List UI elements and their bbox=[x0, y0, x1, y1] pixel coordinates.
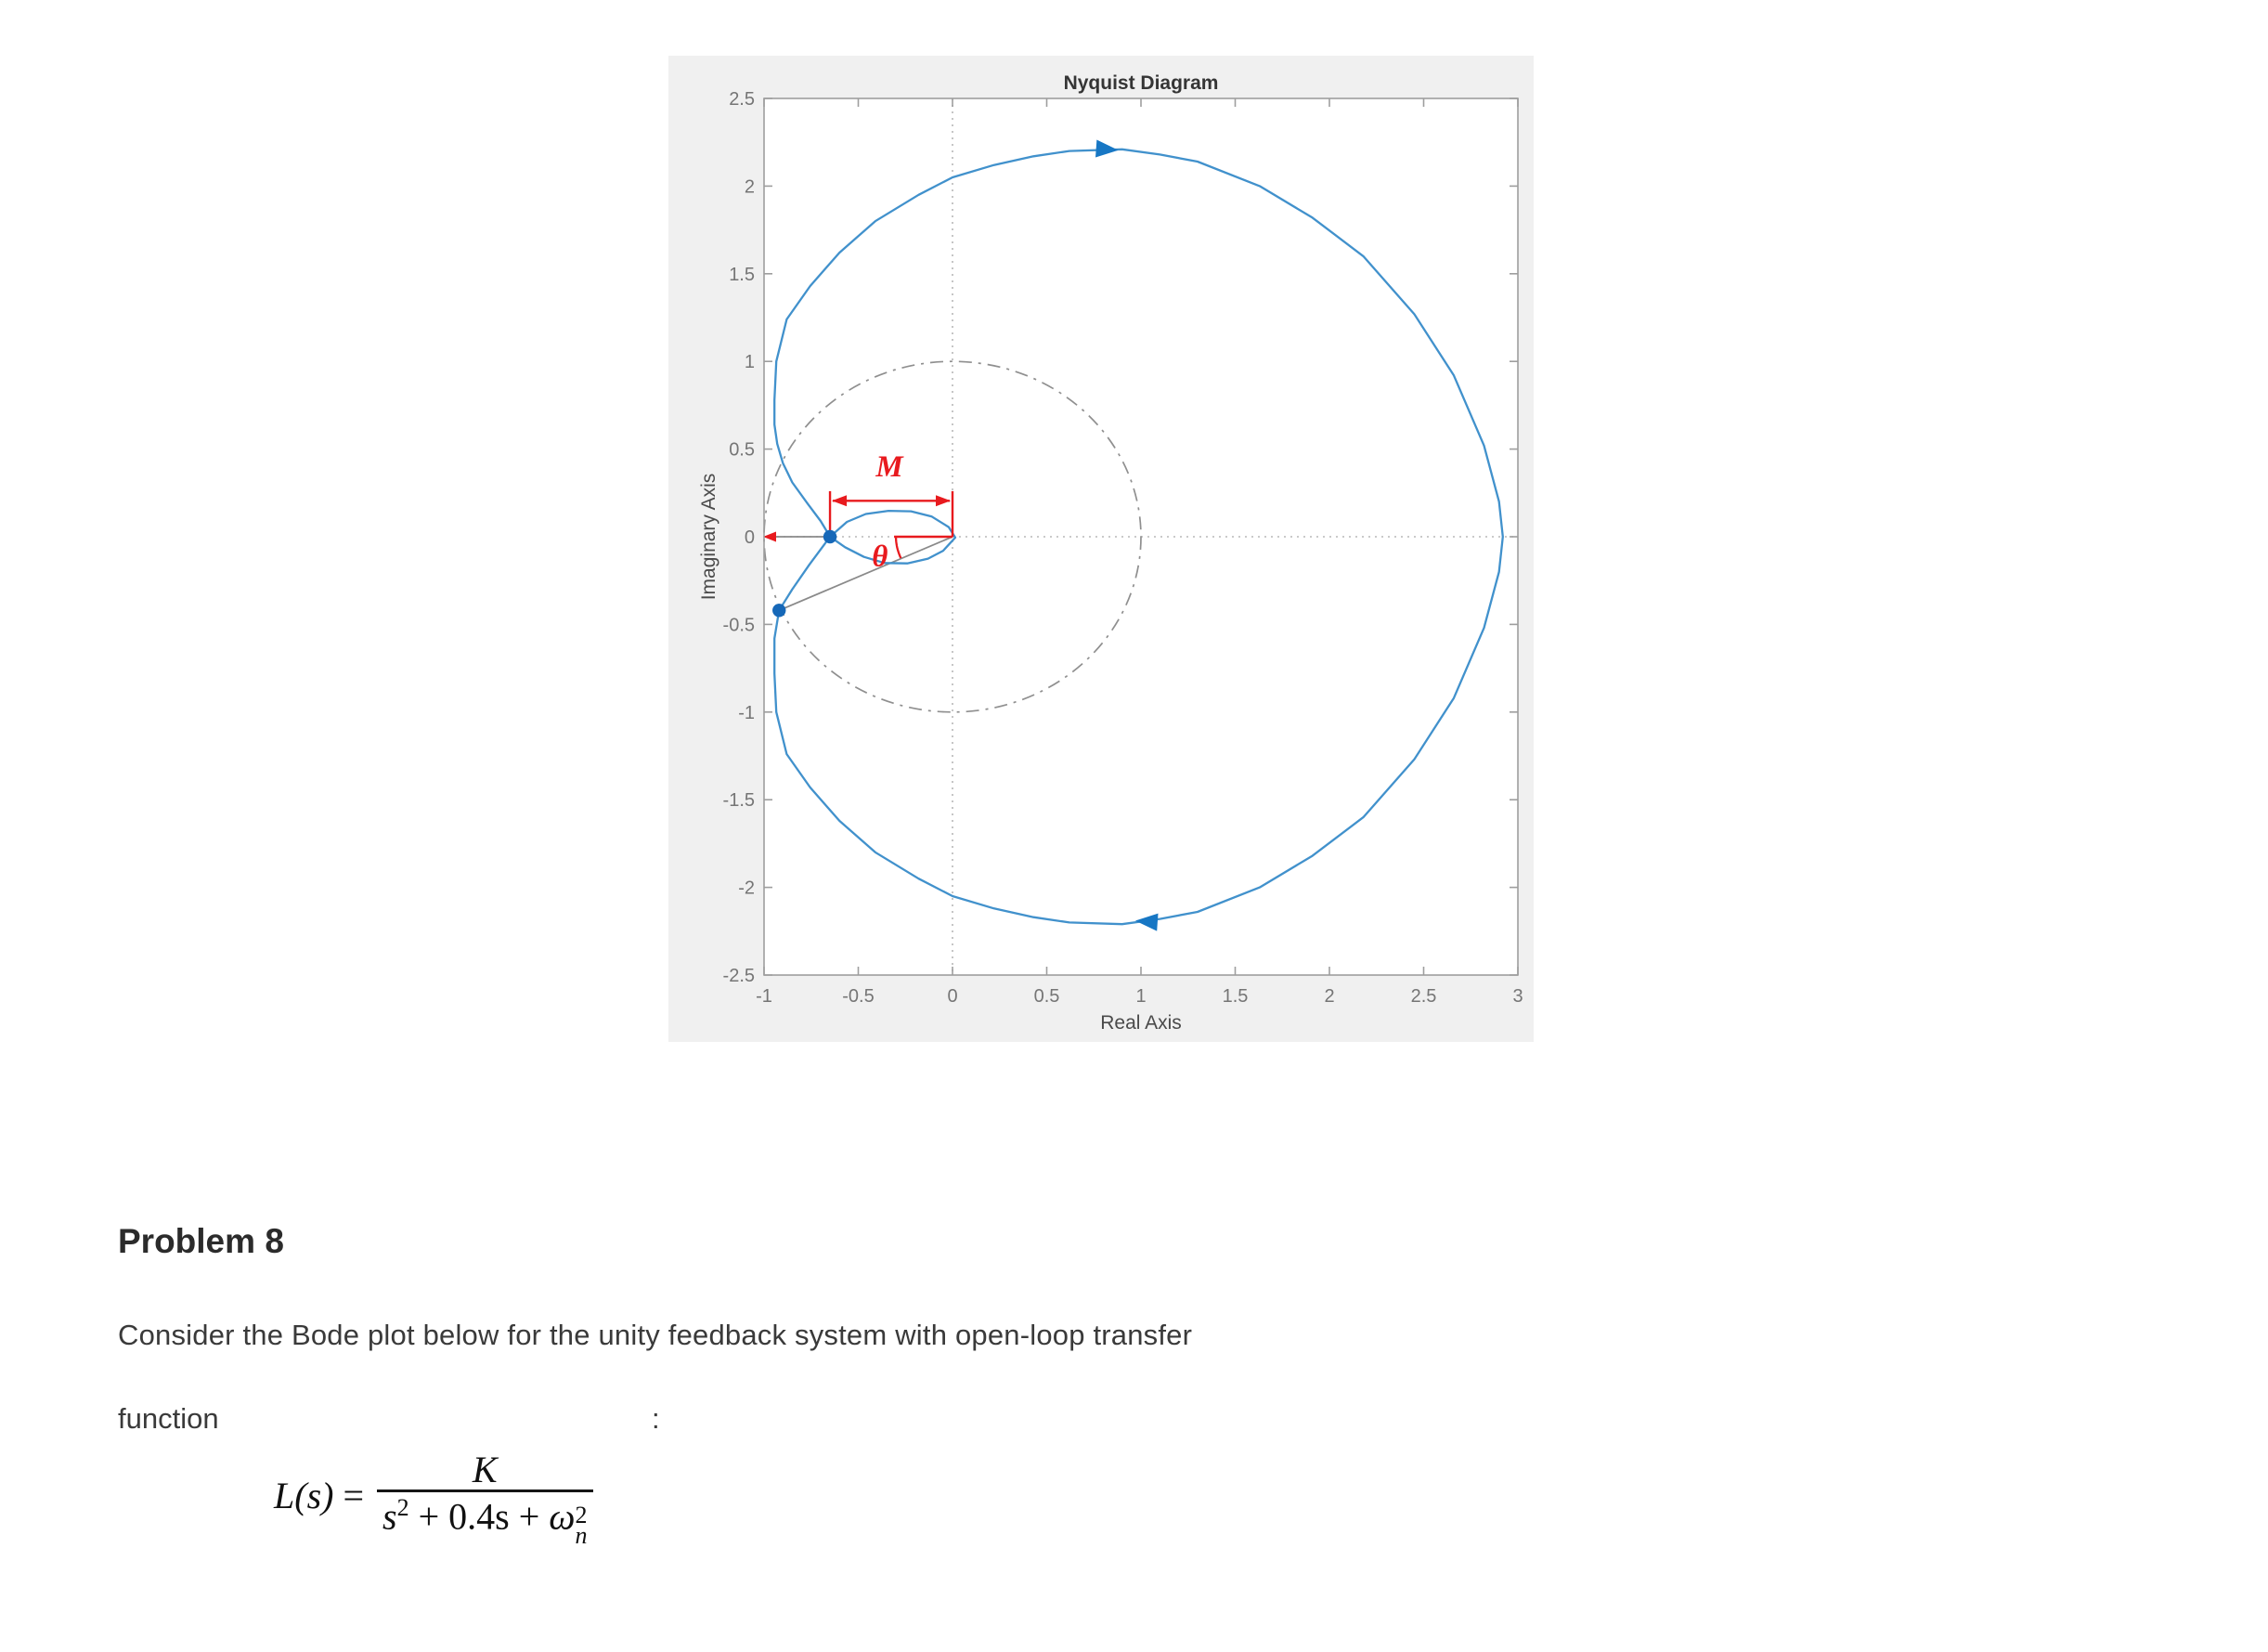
formula-den-omega-exponent: 2 bbox=[575, 1502, 588, 1529]
x-tick-label: 2 bbox=[1324, 986, 1334, 1007]
nyquist-inner-loop bbox=[828, 509, 957, 565]
formula-den-s-exponent: 2 bbox=[396, 1494, 409, 1521]
problem-text-colon: : bbox=[652, 1402, 660, 1435]
y-tick-label: 1 bbox=[745, 352, 755, 372]
y-tick-label: 1.5 bbox=[729, 265, 755, 285]
x-tick-label: 0.5 bbox=[1034, 986, 1060, 1007]
y-tick-label: -1 bbox=[738, 703, 755, 723]
formula-den-middle: + 0.4s + bbox=[408, 1495, 550, 1538]
gray-annotation-line bbox=[778, 536, 953, 612]
y-tick-label: -1.5 bbox=[723, 790, 755, 811]
formula-lhs: L(s) bbox=[274, 1475, 334, 1517]
measure-arrowhead-right bbox=[936, 495, 951, 507]
magnitude-label: M bbox=[875, 450, 904, 484]
nyquist-outer-contour bbox=[773, 148, 1504, 926]
angle-label: θ bbox=[872, 540, 888, 574]
y-tick-label: 2.5 bbox=[729, 89, 755, 110]
y-tick-label: 0 bbox=[745, 527, 755, 548]
y-tick-label: -0.5 bbox=[723, 615, 755, 635]
y-tick-label: 0.5 bbox=[729, 440, 755, 461]
angle-arc bbox=[894, 537, 902, 559]
curve-direction-arrow bbox=[1134, 913, 1159, 931]
y-tick-label: -2.5 bbox=[723, 966, 755, 986]
formula-den-s: s bbox=[382, 1495, 397, 1538]
y-tick-label: -2 bbox=[738, 878, 755, 899]
x-tick-label: -1 bbox=[756, 986, 772, 1007]
x-tick-label: 1.5 bbox=[1223, 986, 1249, 1007]
unit-circle bbox=[763, 360, 1142, 713]
plot-title: Nyquist Diagram bbox=[1064, 72, 1219, 94]
axis-red-arrowhead bbox=[763, 531, 776, 542]
nyquist-figure-panel: -1 -0.5 0 0.5 1 1.5 2 2.5 3 2.5 2 1.5 1 0.5 0 -0.5 -1 -1.… bbox=[668, 56, 1534, 1042]
x-axis-label: Real Axis bbox=[1100, 1012, 1182, 1034]
problem-text-line1: Consider the Bode plot below for the uni… bbox=[118, 1319, 1193, 1351]
x-tick-label: 0 bbox=[947, 986, 957, 1007]
curve-point-marker bbox=[823, 529, 837, 544]
plot-generated-content: -1 -0.5 0 0.5 1 1.5 2 2.5 3 2.5 2 1.5 1 0.5 0 -0.5 -1 -1.… bbox=[723, 89, 1523, 1007]
plot-axes-box bbox=[763, 98, 1519, 976]
formula-equals: = bbox=[343, 1475, 365, 1517]
problem-heading: Problem 8 bbox=[118, 1222, 284, 1260]
curve-point-marker bbox=[772, 604, 786, 618]
x-tick-label: -0.5 bbox=[842, 986, 874, 1007]
y-axis-label: Imaginary Axis bbox=[698, 474, 719, 601]
formula-den-omega-subscript: n bbox=[575, 1522, 588, 1550]
y-tick-label: 2 bbox=[745, 176, 755, 197]
problem-text-function-word: function bbox=[118, 1402, 219, 1435]
problem-text-line2: function : bbox=[118, 1402, 953, 1436]
x-tick-label: 2.5 bbox=[1411, 986, 1437, 1007]
x-tick-label: 1 bbox=[1135, 986, 1146, 1007]
nyquist-plot: -1 -0.5 0 0.5 1 1.5 2 2.5 3 2.5 2 1.5 1 0.5 0 -0.5 -1 -1.… bbox=[698, 72, 1523, 1034]
formula-den-omega: ω bbox=[549, 1495, 576, 1538]
curve-direction-arrow bbox=[1095, 139, 1119, 158]
measure-arrowhead-left bbox=[832, 495, 848, 507]
formula-numerator: K bbox=[472, 1449, 498, 1490]
x-tick-label: 3 bbox=[1512, 986, 1523, 1007]
